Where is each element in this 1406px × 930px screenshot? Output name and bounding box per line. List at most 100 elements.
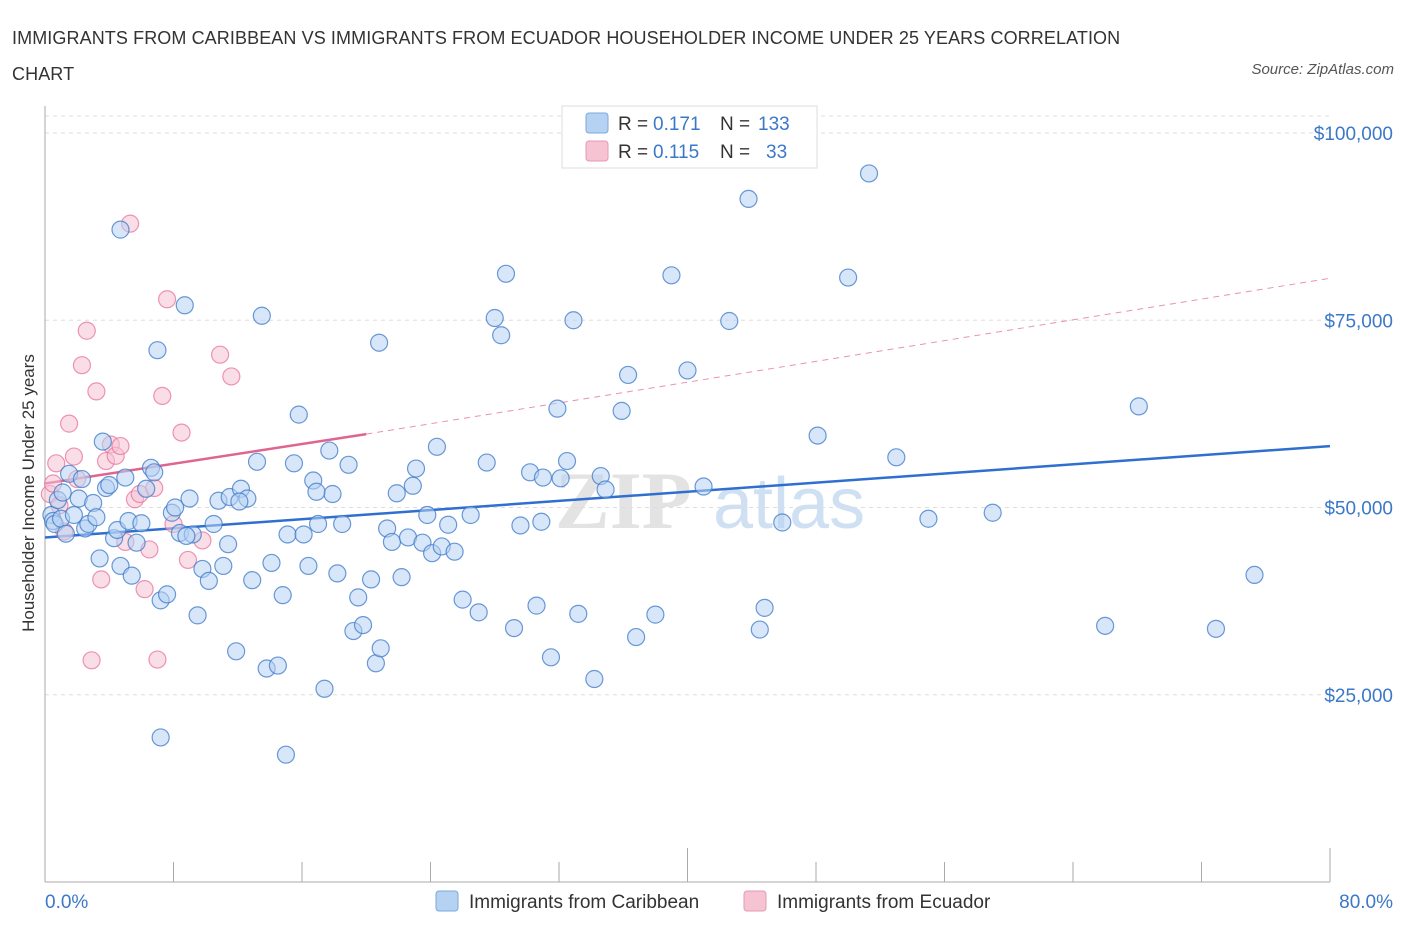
caribbean-point-87 [439,515,458,534]
legend-r-label-ecuador: R = [618,142,648,163]
caribbean-point-42 [204,514,223,534]
ecuador-point-32 [222,367,241,386]
legend-n-label-caribbean: N = [720,114,750,135]
caribbean-point-124 [859,164,879,183]
ecuador-point-24 [148,650,167,669]
caribbean-point-63 [315,679,334,698]
caribbean-point-39 [188,606,207,625]
y-tick-label-0: $25,000 [1324,686,1393,707]
caribbean-point-109 [596,480,615,499]
caribbean-point-130 [1206,619,1226,638]
caribbean-point-112 [626,627,646,647]
series-ecuador-points [40,214,241,670]
caribbean-point-15 [90,549,109,568]
caribbean-point-88 [445,542,464,561]
ecuador-point-21 [135,580,154,599]
ecuador-point-11 [87,382,106,401]
caribbean-point-10 [72,469,92,489]
caribbean-point-99 [527,596,546,615]
caribbean-point-119 [750,620,769,639]
ecuador-point-10 [82,651,101,670]
ecuador-point-31 [210,345,230,364]
caribbean-point-50 [247,452,267,471]
caribbean-point-16 [93,432,112,451]
caribbean-point-113 [646,605,665,624]
caribbean-point-36 [175,296,194,315]
caribbean-point-64 [320,441,339,460]
caribbean-point-24 [122,566,141,585]
caribbean-point-74 [371,639,390,658]
caribbean-point-96 [504,618,524,638]
ecuador-point-29 [178,550,198,570]
caribbean-point-56 [278,525,297,544]
caribbean-point-94 [492,326,511,345]
legend-r-value-ecuador: 0.115 [653,142,699,163]
chart-title: IMMIGRANTS FROM CARIBBEAN VS IMMIGRANTS … [12,28,1121,84]
bottom-legend-label-ecuador: Immigrants from Ecuador [777,892,991,913]
caribbean-point-65 [323,484,342,504]
ecuador-point-5 [59,414,79,433]
ecuador-point-16 [111,436,130,456]
x-tick-labels: 0.0% 80.0% [45,892,1393,913]
caribbean-point-29 [145,463,164,482]
trend-line-caribbean [44,444,1331,539]
ecuador-point-25 [153,386,172,405]
caribbean-point-34 [166,498,185,517]
caribbean-point-110 [612,401,631,420]
caribbean-point-97 [511,516,530,535]
chart-source: Source: ZipAtlas.com [1251,61,1394,78]
ecuador-point-12 [92,570,111,589]
caribbean-point-139 [151,728,170,747]
caribbean-point-37 [180,489,199,508]
caribbean-point-72 [361,570,381,589]
caribbean-point-68 [339,455,358,474]
caribbean-point-8 [64,505,84,525]
caribbean-point-62 [308,514,328,534]
caribbean-point-78 [392,568,411,587]
caribbean-point-90 [461,505,480,525]
legend-swatch-caribbean [585,112,609,134]
legend-n-label-ecuador: N = [720,142,750,163]
caribbean-point-138 [230,492,249,511]
legend-n-value-ecuador: 33 [766,142,787,163]
caribbean-point-129 [1129,397,1148,416]
caribbean-point-54 [268,656,288,675]
caribbean-point-117 [720,311,739,331]
caribbean-point-14 [87,508,106,527]
caribbean-point-22 [116,468,135,487]
caribbean-point-5 [53,483,72,502]
ecuador-point-6 [64,447,84,466]
x-tick-label-min: 0.0% [45,892,88,913]
caribbean-point-26 [132,514,151,533]
legend-n-value-caribbean: 133 [758,114,790,135]
caribbean-point-27 [137,479,156,498]
caribbean-point-60 [299,556,318,576]
caribbean-point-80 [403,476,422,495]
caribbean-point-89 [453,590,472,609]
caribbean-point-140 [276,745,296,764]
caribbean-point-101 [541,648,561,667]
caribbean-point-93 [485,308,504,328]
caribbean-point-137 [307,482,326,501]
caribbean-point-132 [532,512,551,531]
caribbean-point-122 [808,426,827,445]
bottom-legend-swatch-caribbean [435,890,459,912]
caribbean-point-107 [585,669,604,689]
caribbean-point-51 [252,306,271,325]
bottom-legend: Immigrants from Caribbean Immigrants fro… [435,890,991,913]
watermark-atlas: atlas [713,464,865,544]
caribbean-point-116 [694,477,713,496]
y-tick-labels: $25,000 $50,000 $75,000 $100,000 [1314,124,1393,707]
caribbean-point-92 [477,453,496,472]
caribbean-point-85 [427,437,447,456]
bottom-legend-label-caribbean: Immigrants from Caribbean [469,892,699,913]
caribbean-point-114 [662,266,681,285]
caribbean-point-133 [219,535,238,554]
caribbean-point-53 [262,553,281,573]
caribbean-point-73 [366,654,385,673]
caribbean-point-77 [387,484,406,503]
caribbean-point-32 [157,585,177,604]
caribbean-point-136 [370,333,389,352]
caribbean-point-127 [983,503,1002,522]
legend-swatch-ecuador [585,140,609,162]
